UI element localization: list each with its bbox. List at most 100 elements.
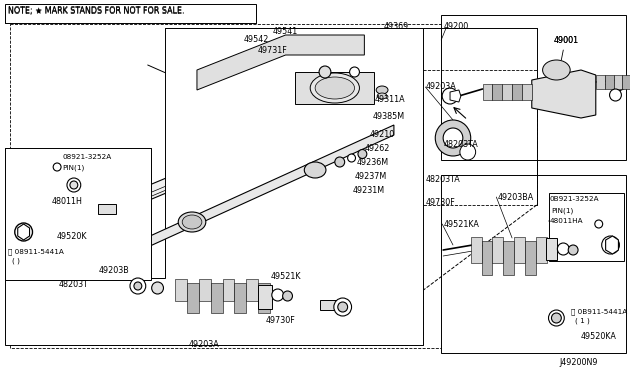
Text: 49542: 49542 bbox=[243, 35, 269, 44]
Circle shape bbox=[272, 289, 284, 301]
Circle shape bbox=[283, 291, 292, 301]
Polygon shape bbox=[503, 241, 514, 275]
Circle shape bbox=[443, 128, 463, 148]
Polygon shape bbox=[470, 237, 481, 263]
Circle shape bbox=[348, 154, 355, 162]
Text: 49231M: 49231M bbox=[353, 186, 385, 195]
Text: 08921-3252A: 08921-3252A bbox=[62, 154, 111, 160]
Ellipse shape bbox=[315, 77, 355, 99]
Circle shape bbox=[134, 282, 142, 290]
Polygon shape bbox=[450, 90, 461, 102]
Circle shape bbox=[335, 157, 345, 167]
Text: 49203A: 49203A bbox=[426, 82, 456, 91]
Text: PIN(1): PIN(1) bbox=[552, 207, 573, 214]
Polygon shape bbox=[18, 224, 29, 240]
Polygon shape bbox=[211, 283, 223, 313]
Text: 49730F: 49730F bbox=[266, 316, 296, 325]
Polygon shape bbox=[187, 283, 199, 313]
Bar bbox=[5, 4, 256, 23]
Bar bbox=[5, 148, 150, 280]
Polygon shape bbox=[596, 75, 605, 89]
Polygon shape bbox=[54, 70, 424, 240]
Polygon shape bbox=[199, 279, 211, 301]
Circle shape bbox=[152, 282, 163, 294]
Text: 49237M: 49237M bbox=[355, 172, 387, 181]
Text: 49311A: 49311A bbox=[374, 95, 405, 104]
Polygon shape bbox=[175, 279, 187, 301]
Text: ⓝ 08911-5441A: ⓝ 08911-5441A bbox=[8, 248, 64, 254]
Text: 49730F: 49730F bbox=[426, 198, 455, 207]
Text: 49369: 49369 bbox=[384, 22, 410, 31]
Polygon shape bbox=[605, 236, 618, 254]
Text: 49521K: 49521K bbox=[271, 272, 301, 281]
Circle shape bbox=[602, 236, 620, 254]
Bar bbox=[320, 300, 340, 310]
Polygon shape bbox=[492, 237, 503, 263]
Text: 48203TA: 48203TA bbox=[426, 175, 460, 184]
Bar bbox=[99, 204, 116, 214]
Polygon shape bbox=[614, 75, 622, 89]
Text: 48203T: 48203T bbox=[59, 280, 89, 289]
Circle shape bbox=[67, 178, 81, 192]
Circle shape bbox=[349, 67, 360, 77]
Text: 49541: 49541 bbox=[273, 27, 298, 36]
Text: ( 1 ): ( 1 ) bbox=[575, 318, 590, 324]
Text: NOTE; ★ MARK STANDS FOR NOT FOR SALE.: NOTE; ★ MARK STANDS FOR NOT FOR SALE. bbox=[8, 7, 184, 16]
Text: 49203A: 49203A bbox=[189, 340, 220, 349]
Circle shape bbox=[334, 298, 351, 316]
Text: 49520KA: 49520KA bbox=[581, 332, 617, 341]
Text: 48203TA: 48203TA bbox=[443, 140, 478, 149]
Bar bbox=[5, 148, 150, 278]
Polygon shape bbox=[536, 237, 547, 263]
Ellipse shape bbox=[377, 93, 387, 99]
Ellipse shape bbox=[179, 212, 206, 232]
Circle shape bbox=[435, 120, 470, 156]
Ellipse shape bbox=[310, 73, 360, 103]
Polygon shape bbox=[223, 279, 234, 301]
Text: 48011HA: 48011HA bbox=[550, 218, 583, 224]
Text: PIN(1): PIN(1) bbox=[62, 164, 84, 170]
Circle shape bbox=[319, 66, 331, 78]
Polygon shape bbox=[502, 84, 512, 100]
Circle shape bbox=[442, 88, 458, 104]
Ellipse shape bbox=[304, 162, 326, 178]
Ellipse shape bbox=[376, 86, 388, 94]
Bar bbox=[5, 5, 256, 23]
Bar bbox=[545, 238, 557, 260]
Text: 49203B: 49203B bbox=[99, 266, 129, 275]
Bar bbox=[441, 15, 627, 160]
Circle shape bbox=[568, 245, 578, 255]
Text: 49731F: 49731F bbox=[258, 46, 288, 55]
Polygon shape bbox=[622, 75, 631, 89]
Text: 49521KA: 49521KA bbox=[443, 220, 479, 229]
Text: 49001: 49001 bbox=[554, 36, 579, 45]
Polygon shape bbox=[5, 28, 424, 345]
Text: 49001: 49001 bbox=[554, 36, 579, 45]
Polygon shape bbox=[197, 35, 364, 90]
Text: 49200: 49200 bbox=[443, 22, 468, 31]
Bar bbox=[550, 193, 625, 261]
Circle shape bbox=[552, 313, 561, 323]
Ellipse shape bbox=[182, 215, 202, 229]
Circle shape bbox=[130, 278, 146, 294]
Polygon shape bbox=[512, 84, 522, 100]
Circle shape bbox=[338, 302, 348, 312]
Bar bbox=[296, 72, 374, 104]
Text: 49203BA: 49203BA bbox=[497, 193, 534, 202]
Polygon shape bbox=[108, 125, 394, 265]
Bar bbox=[441, 175, 627, 353]
Bar bbox=[258, 285, 272, 309]
Circle shape bbox=[70, 181, 78, 189]
Text: 49520K: 49520K bbox=[57, 232, 88, 241]
Polygon shape bbox=[258, 283, 270, 313]
Circle shape bbox=[548, 310, 564, 326]
Text: 49262: 49262 bbox=[364, 144, 390, 153]
Text: 49236M: 49236M bbox=[356, 158, 388, 167]
Polygon shape bbox=[481, 241, 492, 275]
Polygon shape bbox=[522, 84, 532, 100]
Ellipse shape bbox=[543, 60, 570, 80]
Polygon shape bbox=[631, 75, 640, 89]
Polygon shape bbox=[10, 24, 537, 348]
Polygon shape bbox=[514, 237, 525, 263]
Text: 0B921-3252A: 0B921-3252A bbox=[550, 196, 599, 202]
